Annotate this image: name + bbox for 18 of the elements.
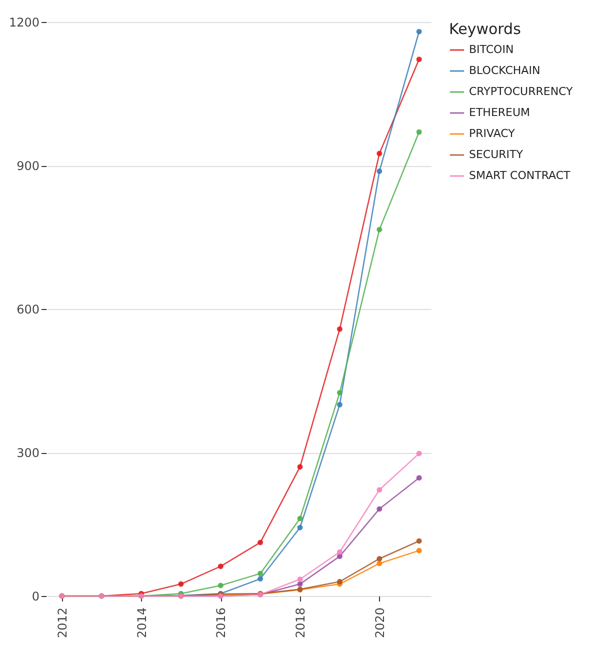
y-tick-label: 900 bbox=[16, 159, 40, 173]
y-tick-label: 300 bbox=[16, 446, 40, 460]
y-tick-label: 0 bbox=[32, 590, 40, 604]
legend-label: ETHEREUM bbox=[469, 106, 530, 119]
y-tick-label: 1200 bbox=[8, 16, 40, 30]
x-tick-label: 2012 bbox=[55, 608, 70, 638]
legend-label: BLOCKCHAIN bbox=[469, 64, 540, 77]
x-tick-label: 2016 bbox=[214, 608, 228, 638]
x-tick-label: 2014 bbox=[134, 608, 149, 638]
legend-label: CRYPTOCURRENCY bbox=[469, 85, 574, 98]
x-tick-label: 2020 bbox=[372, 608, 387, 638]
y-tick-label: 600 bbox=[16, 302, 40, 316]
legend-label: SECURITY bbox=[469, 148, 524, 161]
legend-label: BITCOIN bbox=[469, 43, 514, 56]
x-tick-label: 2018 bbox=[294, 608, 308, 638]
legend-label: PRIVACY bbox=[469, 127, 516, 140]
legend-title: Keywords bbox=[449, 20, 522, 38]
legend-label: SMART CONTRACT bbox=[469, 169, 571, 182]
